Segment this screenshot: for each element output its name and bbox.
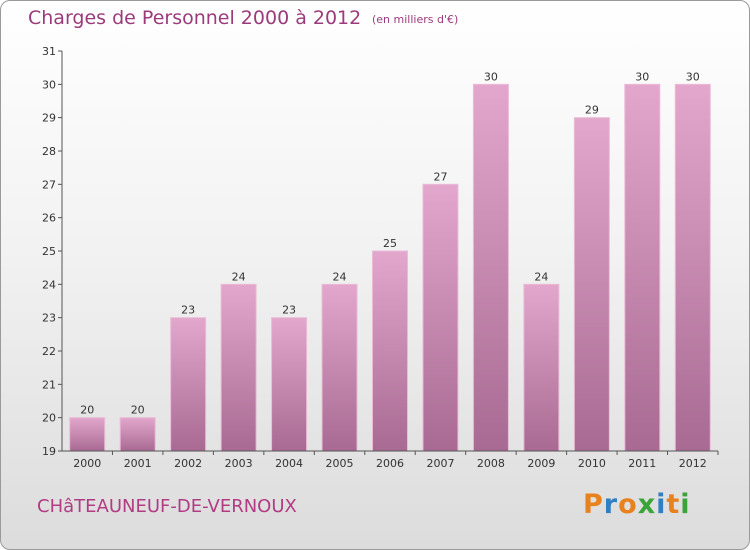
data-label-2012: 30 bbox=[686, 70, 700, 83]
data-label-2011: 30 bbox=[635, 70, 649, 83]
logo-letter: t bbox=[666, 489, 681, 520]
x-tick-2000: 2000 bbox=[73, 457, 101, 470]
y-tick-27: 27 bbox=[42, 178, 56, 191]
bar-2009 bbox=[523, 283, 560, 452]
logo-letter: P bbox=[583, 489, 604, 520]
data-label-2004: 23 bbox=[282, 304, 296, 317]
logo-letter: x bbox=[637, 489, 657, 520]
y-tick-24: 24 bbox=[42, 278, 56, 291]
x-tick-2004: 2004 bbox=[275, 457, 303, 470]
commune-name: CHâTEAUNEUF-DE-VERNOUX bbox=[37, 496, 297, 517]
x-tick-2001: 2001 bbox=[124, 457, 152, 470]
y-tick-23: 23 bbox=[42, 312, 56, 325]
data-label-2005: 24 bbox=[333, 270, 347, 283]
x-tick-2003: 2003 bbox=[225, 457, 253, 470]
x-tick-2007: 2007 bbox=[426, 457, 454, 470]
data-label-2000: 20 bbox=[80, 404, 94, 417]
x-tick-2005: 2005 bbox=[326, 457, 354, 470]
x-tick-2008: 2008 bbox=[477, 457, 505, 470]
logo-letter: i bbox=[656, 489, 667, 520]
x-tick-2012: 2012 bbox=[679, 457, 707, 470]
bar-2005 bbox=[321, 283, 358, 452]
y-tick-22: 22 bbox=[42, 345, 56, 358]
bar-2003 bbox=[220, 283, 257, 452]
x-tick-2006: 2006 bbox=[376, 457, 404, 470]
data-label-2003: 24 bbox=[232, 270, 246, 283]
bar-2001 bbox=[119, 417, 156, 452]
y-tick-19: 19 bbox=[42, 445, 56, 458]
y-tick-25: 25 bbox=[42, 245, 56, 258]
x-tick-2002: 2002 bbox=[174, 457, 202, 470]
bar-2008 bbox=[472, 83, 509, 452]
bar-2007 bbox=[422, 183, 459, 452]
y-tick-26: 26 bbox=[42, 212, 56, 225]
data-label-2002: 23 bbox=[181, 304, 195, 317]
y-tick-21: 21 bbox=[42, 378, 56, 391]
bar-2010 bbox=[573, 117, 610, 452]
bar-2000 bbox=[69, 417, 106, 452]
logo-letter: o bbox=[618, 489, 638, 520]
data-label-2007: 27 bbox=[433, 170, 447, 183]
y-tick-29: 29 bbox=[42, 112, 56, 125]
chart-subtitle: (en milliers d'€) bbox=[372, 13, 459, 26]
y-tick-30: 30 bbox=[42, 78, 56, 91]
y-tick-28: 28 bbox=[42, 145, 56, 158]
data-label-2001: 20 bbox=[131, 404, 145, 417]
bar-2012 bbox=[674, 83, 711, 452]
proxiti-logo: Proxiti bbox=[583, 489, 691, 520]
data-label-2008: 30 bbox=[484, 70, 498, 83]
y-tick-31: 31 bbox=[42, 45, 56, 58]
y-tick-20: 20 bbox=[42, 412, 56, 425]
x-tick-2011: 2011 bbox=[628, 457, 656, 470]
logo-letter: i bbox=[680, 489, 691, 520]
bar-2004 bbox=[271, 317, 308, 452]
x-tick-2010: 2010 bbox=[578, 457, 606, 470]
x-tick-2009: 2009 bbox=[527, 457, 555, 470]
data-label-2006: 25 bbox=[383, 237, 397, 250]
bar-2002 bbox=[170, 317, 207, 452]
bar-2006 bbox=[372, 250, 408, 452]
data-label-2010: 29 bbox=[585, 104, 599, 117]
data-label-2009: 24 bbox=[534, 270, 548, 283]
logo-letter: r bbox=[603, 489, 619, 520]
bar-2011 bbox=[624, 83, 661, 452]
chart-title: Charges de Personnel 2000 à 2012 bbox=[28, 7, 362, 29]
